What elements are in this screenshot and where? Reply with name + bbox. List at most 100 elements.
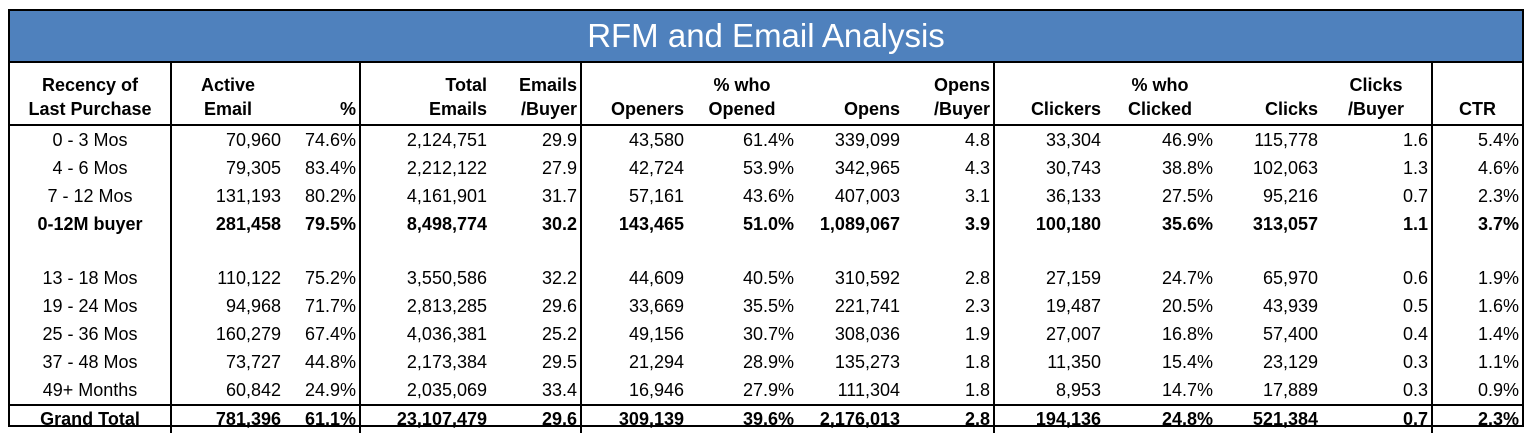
header-pct-opened: % who Opened <box>687 63 797 126</box>
cell-active-pct: 74.6% <box>304 130 356 150</box>
cell-opens: 342,965 <box>834 158 900 178</box>
cell-active-email: 110,122 <box>170 264 284 292</box>
cell-recency: 4 - 6 Mos <box>52 158 128 178</box>
header-active-email: Active Email <box>170 63 284 126</box>
grand-total-row: Grand Total 781,396 61.1% 23,107,479 29.6 309… <box>10 404 1522 433</box>
cell-clicks-per-buyer: 1.6 <box>1402 130 1428 150</box>
cell-opens-per-buyer: 1.8 <box>964 352 990 372</box>
cell-pct-opened: 39.6% <box>687 404 797 433</box>
cell-openers: 16,946 <box>580 376 687 405</box>
cell-opens-per-buyer: 3.1 <box>964 186 990 206</box>
cell-emails-per-buyer: 29.5 <box>541 352 577 372</box>
header-row: Recency of Last Purchase Active Email % To… <box>10 63 1522 126</box>
cell-emails-per-buyer: 29.6 <box>541 296 577 316</box>
cell-pct-opened: 30.7% <box>742 324 794 344</box>
table-row: 13 - 18 Mos 110,122 75.2% 3,550,586 32.2 44,6… <box>10 264 1522 292</box>
cell-clicks: 23,129 <box>1262 352 1318 372</box>
table-row: 19 - 24 Mos 94,968 71.7% 2,813,285 29.6 33,66… <box>10 292 1522 320</box>
cell-clicks: 313,057 <box>1252 214 1318 234</box>
cell-clicks: 521,384 <box>1216 404 1321 433</box>
cell-active-pct: 44.8% <box>304 352 356 372</box>
cell-openers: 42,724 <box>580 154 687 182</box>
table-title: RFM and Email Analysis <box>10 11 1522 63</box>
header-pct-clicked: % who Clicked <box>1104 63 1216 126</box>
cell-ctr: 2.3% <box>1431 182 1522 210</box>
table-body: 0 - 3 Mos 70,960 74.6% 2,124,751 29.9 43,580 6… <box>10 125 1522 433</box>
cell-active-pct: 61.1% <box>284 404 360 433</box>
cell-active-pct: 71.7% <box>304 296 356 316</box>
cell-recency: 49+ Months <box>42 380 138 400</box>
cell-pct-clicked: 38.8% <box>1161 158 1213 178</box>
cell-active-email: 131,193 <box>170 182 284 210</box>
cell-recency: 13 - 18 Mos <box>42 268 138 288</box>
cell-clicks: 65,970 <box>1262 268 1318 288</box>
cell-openers: 43,580 <box>580 125 687 154</box>
cell-clickers: 11,350 <box>993 348 1104 376</box>
table-row: 25 - 36 Mos 160,279 67.4% 4,036,381 25.2 49,1… <box>10 320 1522 348</box>
cell-opens-per-buyer: 2.8 <box>903 404 994 433</box>
cell-opens: 221,741 <box>834 296 900 316</box>
cell-active-pct: 80.2% <box>304 186 356 206</box>
cell-active-email: 160,279 <box>170 320 284 348</box>
header-clickers: Clickers <box>993 63 1104 126</box>
cell-total-emails: 2,813,285 <box>359 292 490 320</box>
cell-active-pct: 83.4% <box>304 158 356 178</box>
cell-clickers: 27,159 <box>993 264 1104 292</box>
cell-ctr: 1.6% <box>1431 292 1522 320</box>
cell-ctr: 5.4% <box>1431 125 1522 154</box>
header-emails-per-buyer: Emails/Buyer <box>490 63 581 126</box>
cell-emails-per-buyer: 31.7 <box>541 186 577 206</box>
cell-emails-per-buyer: 29.6 <box>490 404 581 433</box>
cell-openers: 49,156 <box>580 320 687 348</box>
cell-active-email: 94,968 <box>170 292 284 320</box>
table-row: 0 - 3 Mos 70,960 74.6% 2,124,751 29.9 43,580 6… <box>10 125 1522 154</box>
cell-clicks-per-buyer: 0.3 <box>1402 380 1428 400</box>
cell-clicks-per-buyer: 0.6 <box>1402 268 1428 288</box>
cell-active-pct: 79.5% <box>304 214 356 234</box>
cell-emails-per-buyer: 32.2 <box>541 268 577 288</box>
cell-total-emails: 2,124,751 <box>359 125 490 154</box>
cell-opens: 308,036 <box>834 324 900 344</box>
cell-total-emails: 23,107,479 <box>359 404 490 433</box>
cell-active-email: 781,396 <box>170 404 284 433</box>
cell-clicks-per-buyer: 0.4 <box>1402 324 1428 344</box>
cell-pct-clicked: 15.4% <box>1161 352 1213 372</box>
cell-emails-per-buyer: 29.9 <box>541 130 577 150</box>
cell-total-emails: 3,550,586 <box>359 264 490 292</box>
cell-clickers: 27,007 <box>993 320 1104 348</box>
cell-ctr: 4.6% <box>1431 154 1522 182</box>
cell-pct-opened: 35.5% <box>742 296 794 316</box>
cell-openers: 143,465 <box>580 210 687 238</box>
cell-clicks: 102,063 <box>1252 158 1318 178</box>
cell-emails-per-buyer: 25.2 <box>541 324 577 344</box>
cell-clickers: 36,133 <box>993 182 1104 210</box>
cell-opens-per-buyer: 1.8 <box>964 380 990 400</box>
header-opens: Opens <box>797 63 903 126</box>
header-active-pct: % <box>284 63 360 126</box>
header-ctr: CTR <box>1431 63 1522 126</box>
cell-opens-per-buyer: 2.3 <box>964 296 990 316</box>
cell-clicks-per-buyer: 0.5 <box>1402 296 1428 316</box>
cell-active-pct: 75.2% <box>304 268 356 288</box>
table-row: 49+ Months 60,842 24.9% 2,035,069 33.4 16,946… <box>10 376 1522 405</box>
cell-clicks-per-buyer: 1.3 <box>1402 158 1428 178</box>
cell-active-pct: 67.4% <box>304 324 356 344</box>
table-row: 7 - 12 Mos 131,193 80.2% 4,161,901 31.7 57,16… <box>10 182 1522 210</box>
cell-clicks: 17,889 <box>1262 380 1318 400</box>
cell-openers: 57,161 <box>580 182 687 210</box>
cell-openers: 33,669 <box>580 292 687 320</box>
cell-recency: 37 - 48 Mos <box>42 352 138 372</box>
header-openers: Openers <box>580 63 687 126</box>
cell-recency: 25 - 36 Mos <box>42 324 138 344</box>
cell-opens: 339,099 <box>834 130 900 150</box>
cell-total-emails: 2,173,384 <box>359 348 490 376</box>
cell-pct-opened: 43.6% <box>742 186 794 206</box>
cell-pct-clicked: 16.8% <box>1161 324 1213 344</box>
cell-openers: 309,139 <box>580 404 687 433</box>
cell-opens-per-buyer: 1.9 <box>964 324 990 344</box>
cell-recency: 19 - 24 Mos <box>42 296 138 316</box>
cell-opens-per-buyer: 4.8 <box>964 130 990 150</box>
rfm-email-table-panel: RFM and Email Analysis Recency of Last Pu… <box>8 9 1524 433</box>
cell-total-emails: 8,498,774 <box>359 210 490 238</box>
cell-opens: 111,304 <box>837 380 900 400</box>
